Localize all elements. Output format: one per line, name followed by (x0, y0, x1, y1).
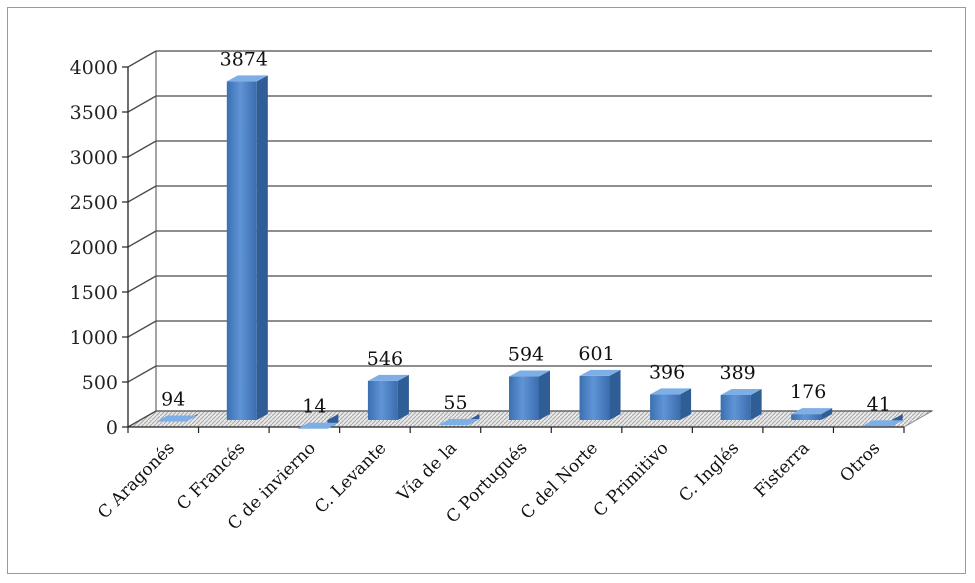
gridline-side (128, 141, 156, 157)
data-label: 389 (720, 362, 756, 384)
data-label: 41 (867, 393, 891, 415)
gridline-side (128, 96, 156, 112)
x-tick-label: Vía de la (393, 438, 461, 506)
y-tick-label: 0 (106, 417, 118, 439)
y-tick-label: 2000 (70, 237, 118, 259)
bar-side (398, 375, 409, 420)
y-tick-label: 3500 (70, 102, 118, 124)
bar (650, 388, 691, 420)
bar-front (650, 394, 680, 420)
y-tick-label: 1000 (70, 327, 118, 349)
x-tick-label: C Francés (173, 438, 249, 514)
bar (580, 370, 621, 420)
bar-side (610, 370, 621, 420)
bar (227, 75, 268, 420)
bar-side (257, 75, 268, 420)
x-tick-label: Otros (836, 438, 884, 486)
y-tick-label: 1500 (70, 282, 118, 304)
bar-front (721, 395, 751, 420)
bar (368, 375, 409, 420)
data-label: 601 (578, 343, 614, 365)
gridline-side (128, 51, 156, 67)
x-tick-label: C Aragonés (94, 438, 179, 523)
data-label: 3874 (220, 48, 268, 70)
y-tick-label: 2500 (70, 192, 118, 214)
y-tick-label: 3000 (70, 147, 118, 169)
bar-front (580, 376, 610, 420)
data-label: 176 (790, 381, 826, 403)
x-tick-label: Fisterra (751, 438, 814, 501)
y-tick-label: 500 (82, 372, 118, 394)
bar-front (791, 414, 821, 420)
bar-front (368, 381, 398, 420)
x-tick-label: C. Inglés (675, 438, 743, 506)
bar (509, 371, 550, 420)
data-label: 94 (161, 389, 185, 411)
gridline-side (128, 231, 156, 247)
x-tick-label: C Primitivo (590, 438, 673, 521)
data-label: 55 (443, 392, 467, 414)
data-label: 396 (649, 361, 685, 383)
y-tick-label: 4000 (70, 57, 118, 79)
bar-front (509, 377, 539, 420)
data-label: 14 (302, 396, 326, 418)
bar-side (539, 371, 550, 420)
gridline-side (128, 321, 156, 337)
data-label: 594 (508, 344, 544, 366)
gridline-side (128, 186, 156, 202)
gridline-side (128, 276, 156, 292)
bar (721, 389, 762, 420)
bar-front (227, 81, 257, 420)
gridline-side (128, 366, 156, 382)
x-tick-label: C. Levante (311, 438, 390, 517)
data-label: 546 (367, 348, 403, 370)
